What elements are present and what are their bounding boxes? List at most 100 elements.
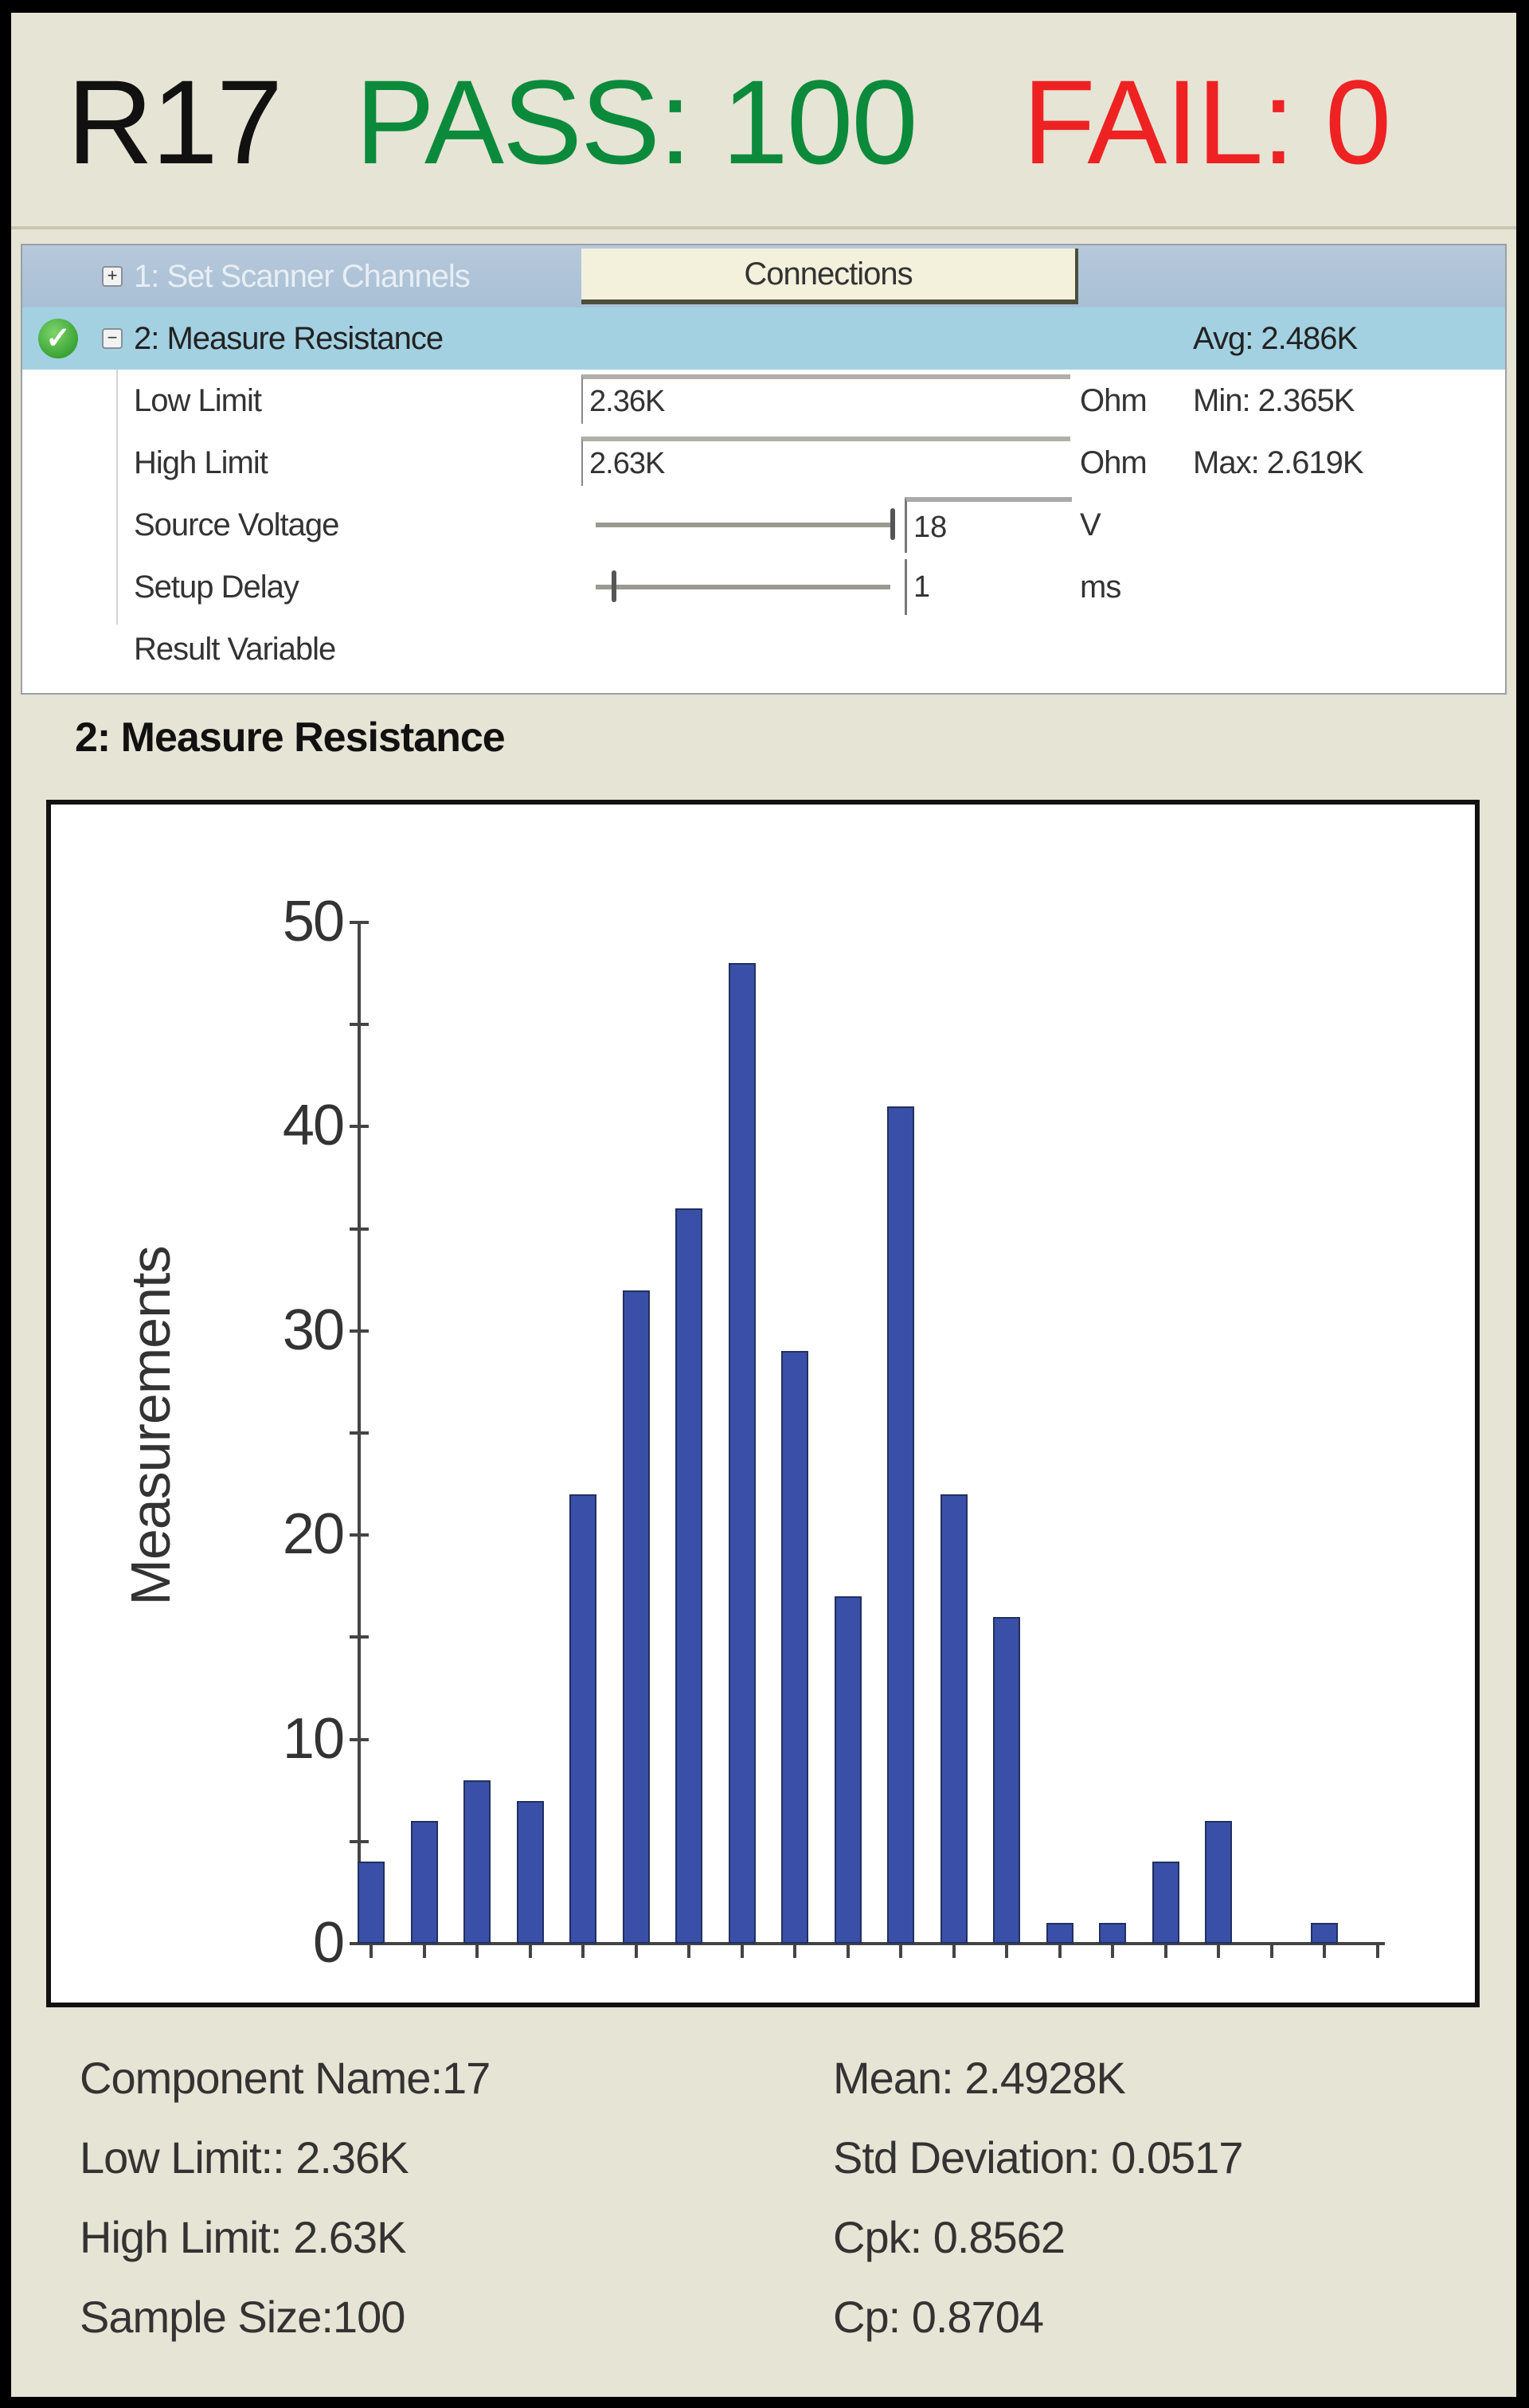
y-tick [350,1431,369,1435]
step-label: 1: Set Scanner Channels [134,259,471,294]
histogram-bar [1311,1923,1338,1944]
x-tick [1375,1945,1379,1958]
plot-area: 0 10 20 30 40 50 [283,890,1425,1975]
param-unit: ms [1080,570,1121,605]
slider-thumb[interactable] [890,508,895,540]
histogram-chart: Measurements 0 10 20 30 40 50 [46,800,1480,2007]
y-axis-label: Measurements [119,1246,182,1606]
histogram-bar [1046,1923,1073,1944]
x-tick [1058,1945,1062,1958]
high-limit-input[interactable] [581,437,1070,486]
y-tick-label: 10 [282,1706,345,1771]
x-axis [358,1942,1385,1945]
stat-mean: Mean: 2.4928K [833,2053,1126,2103]
min-value: Min: 2.365K [1193,383,1355,418]
app-window: R17 PASS: 100 FAIL: 0 + 1: Set Scanner C… [11,13,1516,2397]
param-row-result-variable: Result Variable [22,618,1505,680]
x-tick [1111,1945,1114,1958]
expand-plus-icon[interactable]: + [102,266,123,287]
tree-connector-line [116,370,118,625]
step-label: 2: Measure Resistance [134,321,444,356]
x-tick [740,1945,744,1958]
x-tick [1217,1945,1220,1958]
stat-low-limit: Low Limit:: 2.36K [80,2132,409,2183]
param-unit: Ohm [1080,383,1148,418]
source-voltage-slider[interactable] [596,523,890,527]
x-tick [793,1945,796,1958]
histogram-bar [728,963,756,1944]
histogram-bar [993,1616,1020,1944]
test-step-tree: + 1: Set Scanner Channels Connections ✓ … [21,244,1507,695]
stat-cp: Cp: 0.8704 [833,2292,1044,2342]
stat-high-limit: High Limit: 2.63K [80,2212,406,2262]
param-label: Result Variable [134,632,336,667]
param-unit: V [1080,507,1101,542]
param-unit: Ohm [1080,445,1148,480]
param-row-source-voltage: Source Voltage V [22,494,1505,556]
component-id: R17 [67,55,283,189]
tree-step-set-scanner-channels[interactable]: + 1: Set Scanner Channels Connections [22,245,1505,307]
x-tick [1005,1945,1008,1958]
y-tick [350,1942,369,1945]
histogram-bar [887,1106,914,1944]
param-label: Low Limit [134,383,262,418]
histogram-bar [834,1596,862,1944]
param-row-low-limit: Low Limit Ohm Min: 2.365K [22,370,1505,432]
y-tick [350,1329,369,1333]
x-tick [581,1945,585,1958]
fail-count: FAIL: 0 [1023,55,1391,189]
setup-delay-input[interactable] [905,559,1072,615]
low-limit-input[interactable] [581,374,1070,424]
stat-component-name: Component Name:17 [80,2053,491,2103]
y-tick [350,1737,369,1741]
stat-sample-size: Sample Size:100 [80,2292,405,2342]
param-row-setup-delay: Setup Delay ms [22,556,1505,618]
x-tick [899,1945,902,1958]
slider-thumb[interactable] [612,570,616,602]
max-value: Max: 2.619K [1193,445,1364,480]
y-tick [350,1023,369,1027]
x-tick [634,1945,638,1958]
x-tick [422,1945,426,1958]
source-voltage-input[interactable] [905,497,1072,553]
y-tick [350,1227,369,1231]
histogram-bar [675,1208,702,1944]
param-label: High Limit [134,445,268,480]
y-tick-label: 0 [312,1911,345,1975]
y-tick-label: 50 [282,890,345,953]
y-tick [350,1839,369,1843]
stat-cpk: Cpk: 0.8562 [833,2212,1066,2262]
y-tick [350,1125,369,1129]
y-tick-label: 40 [282,1094,345,1158]
histogram-bar [569,1494,596,1944]
histogram-bar [1152,1862,1179,1944]
histogram-bar [516,1800,544,1944]
y-tick-label: 30 [282,1298,345,1362]
histogram-bar [463,1780,491,1944]
histogram-bar [358,1862,385,1944]
x-tick [952,1945,956,1958]
histogram-bar [781,1351,808,1944]
x-tick [846,1945,850,1958]
x-tick [687,1945,690,1958]
collapse-minus-icon[interactable]: − [102,328,123,349]
histogram-bar [1099,1923,1126,1944]
avg-value: Avg: 2.486K [1193,321,1358,356]
y-tick-label: 20 [282,1502,345,1567]
histogram-bar [940,1494,968,1944]
connections-button[interactable]: Connections [581,249,1078,304]
tree-step-measure-resistance[interactable]: ✓ − 2: Measure Resistance [22,307,1505,370]
param-label: Setup Delay [134,570,299,605]
panel-title: 2: Measure Resistance [75,715,506,761]
x-tick [475,1945,479,1958]
histogram-bar [622,1290,650,1944]
x-tick [1163,1945,1167,1958]
histogram-bar [1205,1821,1232,1944]
x-tick [370,1945,373,1958]
y-tick [350,1533,369,1537]
x-tick [1269,1945,1273,1958]
x-tick [1323,1945,1326,1958]
y-tick [350,1635,369,1639]
setup-delay-slider[interactable] [596,585,890,589]
result-header: R17 PASS: 100 FAIL: 0 [11,13,1516,229]
